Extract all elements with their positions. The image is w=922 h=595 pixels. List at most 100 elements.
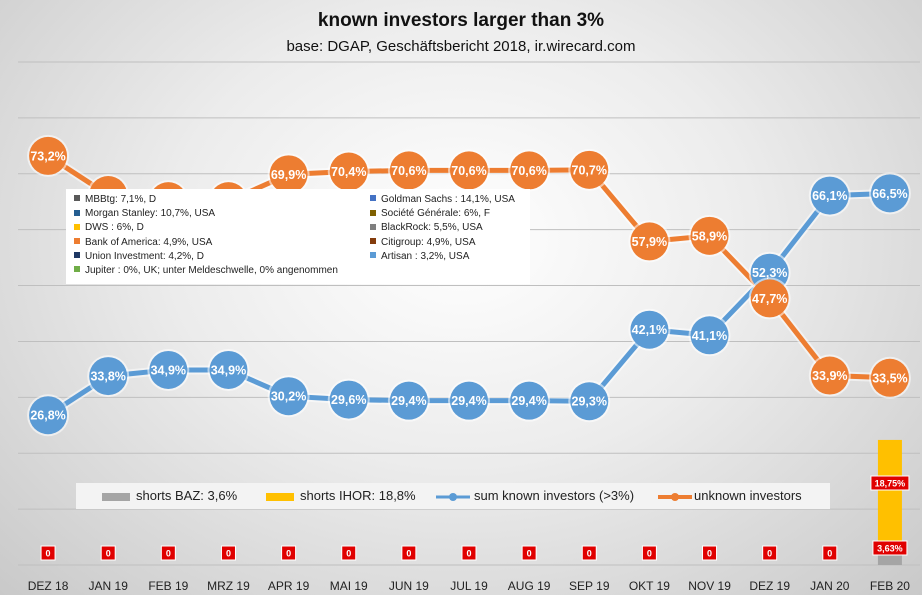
point-label: 57,9% <box>632 235 667 249</box>
investor-legend-label: Bank of America: 4,9%, USA <box>85 236 213 248</box>
point-unknown: 70,4% <box>327 150 370 193</box>
point-label: 42,1% <box>632 323 667 337</box>
point-label: 30,2% <box>271 390 306 404</box>
investor-legend-swatch <box>74 252 80 259</box>
point-label: 73,2% <box>30 149 65 163</box>
x-axis: DEZ 18 JAN 19 FEB 19 MRZ 19 APR 19 MAI 19 JUN … <box>28 579 911 593</box>
svg-text:0: 0 <box>346 549 351 559</box>
investor-legend-item: Bank of America: 4,9%, USA <box>74 236 212 249</box>
chart-title: known investors larger than 3% <box>317 10 605 31</box>
investor-legend-swatch <box>74 237 80 244</box>
bar-label-baz: 0 <box>641 545 657 561</box>
point-unknown: 73,2% <box>27 134 70 177</box>
svg-text:0: 0 <box>767 549 772 559</box>
legend-ihor: shorts IHOR: 18,8% <box>266 483 416 509</box>
point-unknown: 58,9% <box>688 214 731 257</box>
bar-label-baz: 0 <box>762 545 778 561</box>
investor-legend-item: Goldman Sachs : 14,1%, USA <box>370 193 515 206</box>
bar-label-baz: 0 <box>461 545 477 561</box>
legend-known-swatch <box>436 492 470 501</box>
legend-ihor-swatch <box>266 492 294 501</box>
x-tick-label: JAN 20 <box>810 579 850 593</box>
bar-label-baz: 0 <box>401 545 417 561</box>
legend-baz-label: shorts BAZ: 3,6% <box>136 488 238 503</box>
point-known: 29,4% <box>508 379 551 422</box>
bar-label-baz: 0 <box>702 545 718 561</box>
point-label: 29,4% <box>511 394 546 408</box>
investor-legend-item: Artisan : 3,2%, USA <box>370 250 469 263</box>
point-known: 26,8% <box>27 394 70 437</box>
point-known: 34,9% <box>207 348 250 391</box>
point-known: 34,9% <box>147 348 190 391</box>
point-known: 42,1% <box>628 308 671 351</box>
x-tick-label: APR 19 <box>268 579 310 593</box>
legend-baz-swatch <box>102 492 130 501</box>
point-unknown: 33,5% <box>868 356 911 399</box>
x-tick-label: JUN 19 <box>389 579 429 593</box>
investor-legend-item: Citigroup: 4,9%, USA <box>370 236 476 249</box>
point-label: 34,9% <box>151 363 186 377</box>
svg-text:0: 0 <box>166 549 171 559</box>
bar-ihor <box>877 439 902 545</box>
x-tick-label: MAI 19 <box>330 579 368 593</box>
chart-subtitle: base: DGAP, Geschäftsbericht 2018, ir.wi… <box>286 38 636 55</box>
x-tick-label: NOV 19 <box>688 579 731 593</box>
investor-legend-label: Société Générale: 6%, F <box>381 208 490 220</box>
point-unknown: 70,6% <box>387 149 430 192</box>
svg-text:0: 0 <box>406 549 411 559</box>
svg-text:0: 0 <box>46 549 51 559</box>
series-legend: shorts BAZ: 3,6% shorts IHOR: 18,8% sum … <box>76 483 830 509</box>
point-label: 34,9% <box>211 363 246 377</box>
investor-legend-swatch <box>370 195 376 202</box>
point-label: 26,8% <box>30 409 65 423</box>
investor-legend-swatch <box>74 266 80 273</box>
investor-legend-label: Artisan : 3,2%, USA <box>381 250 470 262</box>
point-label: 47,7% <box>752 292 787 306</box>
point-known: 29,3% <box>568 380 611 423</box>
investor-legend-item: Union Investment: 4,2%, D <box>74 250 204 263</box>
investor-legend-item: DWS : 6%, D <box>74 221 144 234</box>
investor-legend-label: Goldman Sachs : 14,1%, USA <box>381 194 515 205</box>
investor-legend-label: Jupiter : 0%, UK; unter Meldeschwelle, 0… <box>85 265 338 276</box>
point-unknown: 57,9% <box>628 220 671 263</box>
point-unknown: 70,6% <box>448 149 490 192</box>
svg-text:0: 0 <box>827 549 832 559</box>
legend-unknown-label: unknown investors <box>694 488 802 503</box>
point-label: 29,4% <box>451 394 486 408</box>
investor-legend-item: Morgan Stanley: 10,7%, USA <box>74 207 215 220</box>
point-label: 70,6% <box>451 164 486 178</box>
svg-text:0: 0 <box>587 549 592 559</box>
point-known: 33,8% <box>87 355 130 398</box>
point-label: 33,9% <box>812 369 847 383</box>
svg-text:0: 0 <box>466 549 471 559</box>
bar-label-baz: 3,63% <box>872 540 908 556</box>
legend-known: sum known investors (>3%) <box>436 483 634 509</box>
point-label: 29,3% <box>572 395 607 409</box>
investor-legend-label: BlackRock: 5,5%, USA <box>381 222 483 234</box>
legend-baz: shorts BAZ: 3,6% <box>102 483 237 509</box>
point-unknown: 70,6% <box>508 149 551 192</box>
point-known: 29,4% <box>387 379 430 422</box>
point-label: 33,8% <box>90 370 125 384</box>
svg-text:18,75%: 18,75% <box>875 479 906 489</box>
x-tick-label: AUG 19 <box>508 579 551 593</box>
svg-text:0: 0 <box>647 549 652 559</box>
point-label: 52,3% <box>752 266 787 280</box>
investor-legend-label: Citigroup: 4,9%, USA <box>381 236 476 248</box>
investor-legend-item: BlackRock: 5,5%, USA <box>370 221 483 234</box>
point-label: 70,7% <box>572 163 607 177</box>
bar-label-ihor: 18,75% <box>870 475 910 491</box>
x-tick-label: SEP 19 <box>569 579 610 593</box>
x-tick-label: MRZ 19 <box>207 579 250 593</box>
point-label: 70,6% <box>511 164 546 178</box>
point-known: 41,1% <box>688 314 731 357</box>
investor-legend-swatch <box>74 209 80 216</box>
bar-label-baz: 0 <box>281 545 297 561</box>
x-tick-label: JAN 19 <box>89 579 129 593</box>
point-label: 41,1% <box>692 329 727 343</box>
point-unknown: 69,9% <box>267 153 310 196</box>
legend-known-label: sum known investors (>3%) <box>474 488 635 503</box>
point-label: 29,4% <box>391 394 426 408</box>
investor-legend-label: Union Investment: 4,2%, D <box>85 250 204 262</box>
